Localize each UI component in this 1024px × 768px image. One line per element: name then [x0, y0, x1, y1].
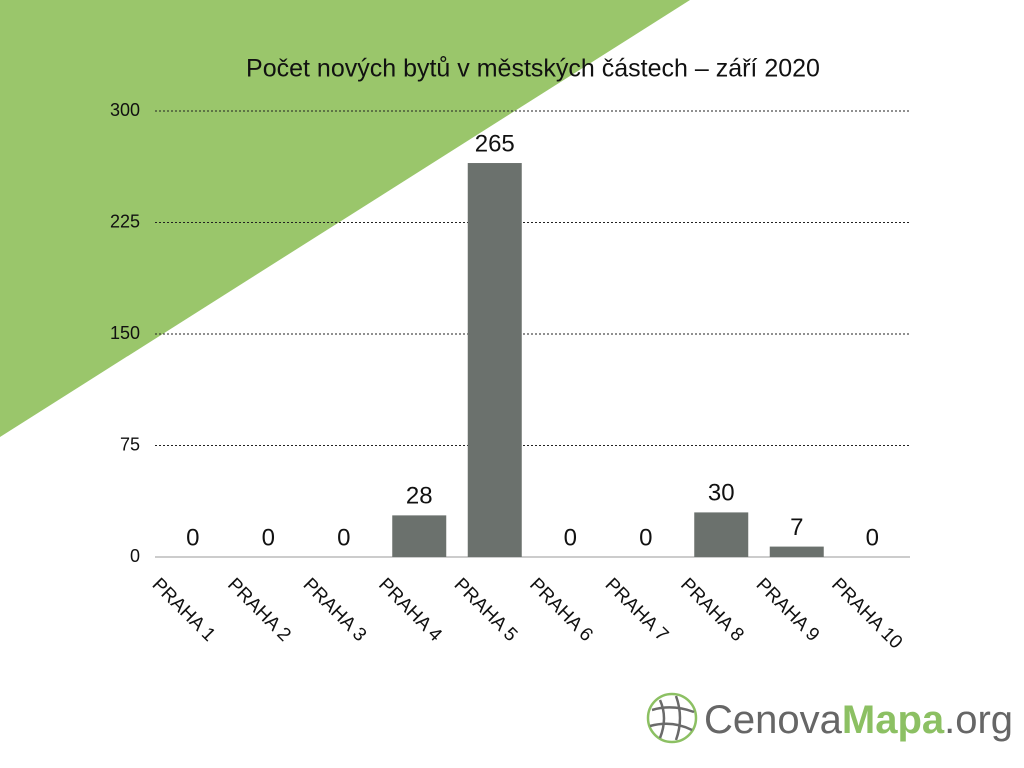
logo-globe — [646, 692, 698, 744]
background-triangle — [0, 0, 690, 437]
x-tick-label: PRAHA 8 — [676, 574, 748, 646]
x-tick-label: PRAHA 5 — [450, 574, 522, 646]
bar — [467, 163, 522, 558]
value-label: 7 — [790, 514, 803, 541]
value-label: 28 — [406, 483, 433, 510]
x-tick-label: PRAHA 1 — [148, 574, 220, 646]
y-tick-label: 150 — [110, 323, 140, 343]
value-label: 0 — [866, 524, 879, 551]
logo-part: .org — [944, 698, 1013, 742]
value-label: 265 — [475, 130, 515, 157]
y-tick-label: 75 — [120, 434, 140, 454]
x-tick-label: PRAHA 7 — [601, 574, 673, 646]
y-tick-label: 0 — [130, 546, 140, 566]
bar — [694, 512, 749, 557]
x-tick-label: PRAHA 6 — [525, 574, 597, 646]
value-label: 30 — [708, 480, 735, 507]
x-tick-label: PRAHA 10 — [827, 574, 906, 653]
x-tick-label: PRAHA 2 — [223, 574, 295, 646]
y-tick-label: 300 — [110, 100, 140, 120]
value-label: 0 — [186, 524, 199, 551]
value-label: 0 — [262, 524, 275, 551]
bar — [392, 515, 447, 557]
logo-text: CenovaMapa.org — [704, 698, 1013, 742]
chart-title: Počet nových bytů v městských částech – … — [246, 55, 820, 83]
value-label: 0 — [564, 524, 577, 551]
x-tick-label: PRAHA 4 — [374, 574, 446, 646]
bar — [769, 546, 824, 557]
logo-part: Cenova — [704, 698, 843, 742]
logo-part: Mapa — [842, 698, 945, 742]
value-label: 0 — [337, 524, 350, 551]
x-tick-label: PRAHA 9 — [752, 574, 824, 646]
logo: CenovaMapa.org — [646, 692, 1013, 744]
value-label: 0 — [639, 524, 652, 551]
x-tick-label: PRAHA 3 — [299, 574, 371, 646]
y-tick-label: 225 — [110, 211, 140, 231]
